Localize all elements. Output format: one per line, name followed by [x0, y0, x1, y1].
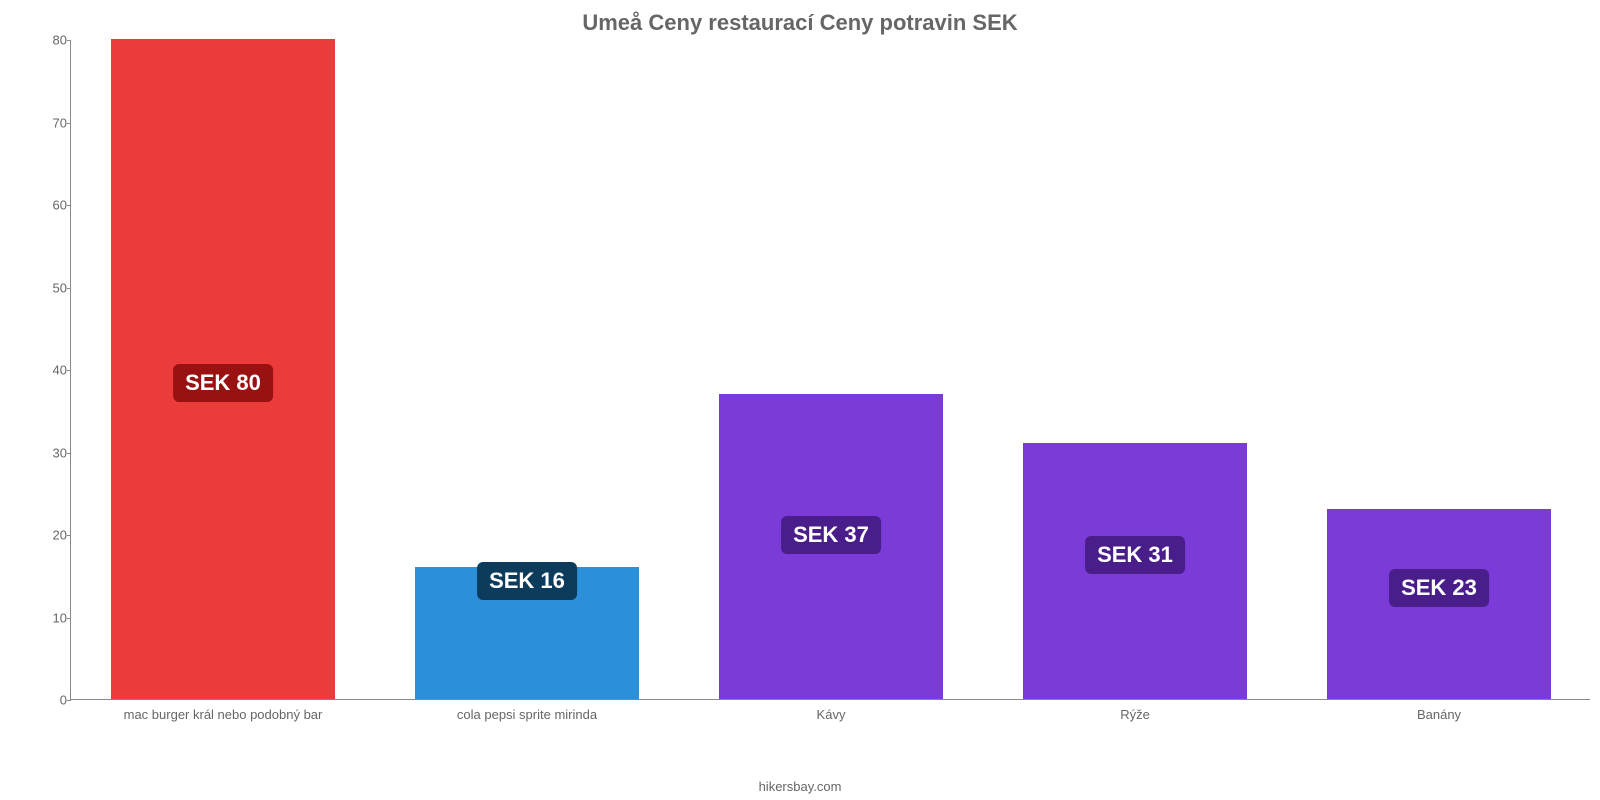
- x-category-label: Kávy: [679, 707, 983, 722]
- bar-slot: SEK 23Banány: [1287, 40, 1591, 699]
- x-category-label: cola pepsi sprite mirinda: [375, 707, 679, 722]
- source-label: hikersbay.com: [0, 779, 1600, 794]
- plot-region: SEK 80mac burger král nebo podobný barSE…: [70, 40, 1590, 700]
- bar-slot: SEK 80mac burger král nebo podobný bar: [71, 40, 375, 699]
- x-category-label: Banány: [1287, 707, 1591, 722]
- y-tick-mark: [67, 40, 71, 41]
- chart-area: SEK 80mac burger král nebo podobný barSE…: [40, 40, 1590, 730]
- bar-slot: SEK 37Kávy: [679, 40, 983, 699]
- y-tick-label: 0: [41, 693, 67, 708]
- y-tick-label: 40: [41, 363, 67, 378]
- bars-container: SEK 80mac burger král nebo podobný barSE…: [71, 40, 1590, 699]
- y-tick-mark: [67, 618, 71, 619]
- value-badge: SEK 16: [477, 562, 577, 600]
- y-tick-mark: [67, 370, 71, 371]
- y-tick-label: 20: [41, 528, 67, 543]
- x-category-label: mac burger král nebo podobný bar: [71, 707, 375, 722]
- y-tick-mark: [67, 205, 71, 206]
- y-tick-label: 50: [41, 280, 67, 295]
- y-tick-mark: [67, 123, 71, 124]
- y-tick-label: 80: [41, 33, 67, 48]
- bar-slot: SEK 16cola pepsi sprite mirinda: [375, 40, 679, 699]
- y-tick-mark: [67, 700, 71, 701]
- bar-slot: SEK 31Rýže: [983, 40, 1287, 699]
- value-badge: SEK 23: [1389, 569, 1489, 607]
- value-badge: SEK 31: [1085, 536, 1185, 574]
- x-category-label: Rýže: [983, 707, 1287, 722]
- y-tick-mark: [67, 288, 71, 289]
- y-tick-label: 60: [41, 198, 67, 213]
- y-tick-label: 30: [41, 445, 67, 460]
- y-tick-mark: [67, 453, 71, 454]
- value-badge: SEK 37: [781, 516, 881, 554]
- y-tick-mark: [67, 535, 71, 536]
- y-tick-label: 10: [41, 610, 67, 625]
- y-tick-label: 70: [41, 115, 67, 130]
- value-badge: SEK 80: [173, 364, 273, 402]
- chart-title: Umeå Ceny restaurací Ceny potravin SEK: [0, 0, 1600, 42]
